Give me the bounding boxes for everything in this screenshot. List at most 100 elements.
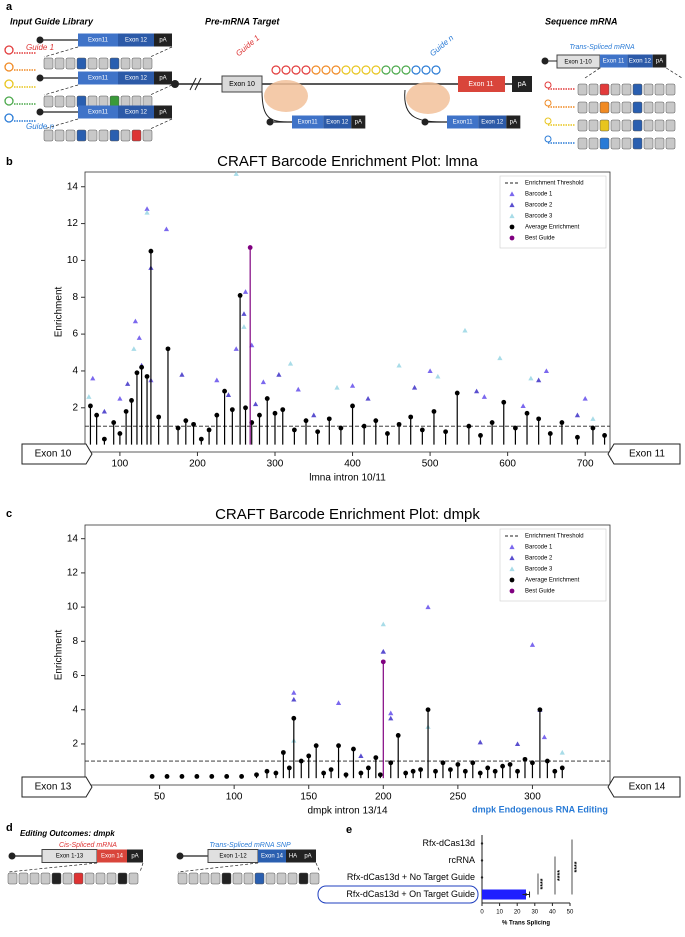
point (480, 876, 484, 879)
legend-label: Barcode 3 (525, 567, 553, 573)
barcode-point (477, 739, 483, 745)
stem-head (403, 770, 409, 776)
barcode-cell (610, 101, 621, 114)
barcode-cell (54, 95, 65, 108)
stem-head (101, 436, 107, 442)
stem-head (194, 774, 200, 779)
x-tick-label: 30 (531, 910, 538, 916)
barcode-point (481, 394, 487, 399)
y-axis-label: Enrichment (54, 286, 65, 337)
barcode-cell (18, 872, 29, 885)
exon-box (78, 105, 118, 119)
barcode-point (388, 715, 394, 721)
stem-head (501, 399, 507, 405)
stem-head (425, 707, 431, 713)
x-tick-label: 50 (567, 910, 574, 916)
barcode-point (131, 346, 137, 351)
exon-box (118, 71, 154, 85)
legend-label: Best Guide (525, 236, 555, 242)
barcode-cell (43, 129, 54, 142)
x-tick-label: 250 (450, 792, 467, 803)
x-tick-label: 500 (422, 459, 439, 470)
barcode-cell (654, 101, 665, 114)
legend-label: Barcode 1 (525, 545, 553, 551)
stem-head (602, 433, 607, 438)
barcode-point (541, 734, 547, 740)
barcode-cell (73, 872, 84, 885)
diagram-shape (458, 76, 505, 92)
x-tick-label: 10 (496, 910, 503, 916)
barcode-cell (276, 872, 287, 885)
construct-cap (36, 74, 44, 82)
exon-box (351, 115, 366, 129)
x-tick-label: 600 (499, 459, 516, 470)
barcode-point (520, 403, 526, 409)
x-tick-label: 0 (480, 910, 484, 916)
stem-head (328, 767, 334, 773)
stem-head (117, 431, 123, 436)
legend-key (509, 202, 515, 208)
exon-box (300, 849, 316, 863)
stem-head (380, 659, 386, 665)
guide-circle (271, 65, 281, 75)
y-tick-label: 6 (72, 329, 78, 340)
barcode-point (388, 710, 394, 716)
barcode-point (291, 696, 297, 702)
exon-box (292, 115, 324, 129)
stem-head (477, 770, 483, 776)
barcode-cell (142, 95, 153, 108)
y-tick-label: 10 (67, 602, 79, 613)
exon-box (447, 115, 479, 129)
exon-tag (607, 443, 681, 465)
barcode-cell (43, 57, 54, 70)
stem-head (321, 770, 327, 776)
y-tick-label: 12 (67, 568, 79, 579)
guide-label: Guide 1 (26, 43, 54, 52)
panel-title: Sequence mRNA (545, 16, 618, 26)
stem-head (338, 425, 344, 431)
barcode-point (125, 381, 131, 386)
stem-head (431, 409, 437, 414)
guide-circle (431, 65, 441, 75)
y-axis-label: Enrichment (54, 629, 65, 680)
legend-key (509, 224, 515, 230)
exon-box (78, 33, 118, 47)
barcode-point (590, 416, 596, 421)
barcode-point (365, 395, 371, 401)
stem-head (351, 746, 356, 752)
barcode-point (242, 289, 249, 294)
barcode-cell (117, 872, 128, 885)
stem-head (485, 765, 491, 771)
x-tick-label: 40 (549, 910, 556, 916)
barcode-point (411, 384, 418, 390)
exon-label: pA (159, 110, 166, 116)
barcode-point (276, 372, 282, 377)
barcode-cell (131, 129, 142, 142)
zoom-line (149, 84, 173, 96)
exon-label: pA (510, 120, 517, 126)
barcode-cell (643, 83, 654, 96)
stem-head (466, 423, 472, 429)
barcode-point (474, 388, 480, 394)
exon-label: pA (159, 76, 166, 82)
y-tick-label: 10 (67, 255, 79, 266)
stem-head (247, 245, 253, 250)
barcode-point (291, 690, 297, 695)
exon-box (78, 71, 118, 85)
barcode-point (543, 368, 550, 374)
zoom-line (315, 862, 321, 873)
stem-head (547, 431, 553, 436)
exon-box (258, 849, 286, 863)
y-tick-label: 12 (67, 218, 79, 229)
exon-label: Exon 1-10 (564, 60, 592, 66)
point (480, 859, 484, 862)
exon-label: Exon 10 (229, 81, 255, 88)
x-tick-label: 300 (267, 459, 284, 470)
construct-cap (36, 108, 44, 116)
barcode-point (225, 392, 232, 397)
exon-box (286, 849, 300, 863)
y-tick-label: 8 (72, 292, 78, 303)
zoom-line (177, 862, 259, 873)
legend-label: Barcode 3 (525, 214, 553, 220)
exon-tag (21, 443, 93, 465)
